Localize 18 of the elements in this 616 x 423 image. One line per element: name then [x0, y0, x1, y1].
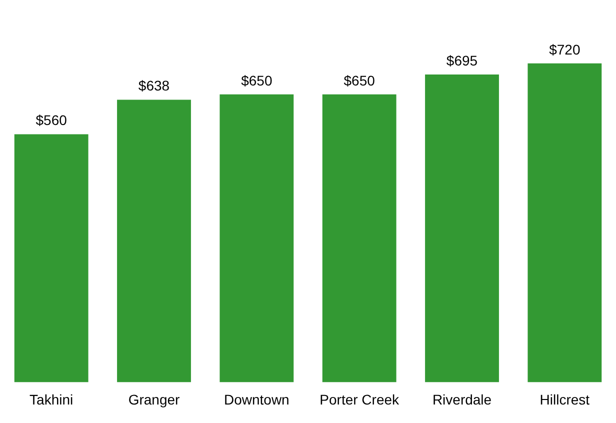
x-tick-label: Downtown [224, 391, 290, 408]
bar [322, 94, 396, 382]
x-tick-label: Porter Creek [320, 391, 400, 408]
x-tick-label: Riverdale [432, 391, 492, 408]
x-tick-label: Granger [128, 391, 180, 408]
data-label: $638 [138, 78, 170, 94]
bar [117, 100, 191, 382]
data-label: $695 [446, 52, 478, 68]
x-tick-label: Takhini [30, 391, 74, 408]
bar [14, 134, 88, 382]
data-label: $650 [344, 72, 376, 88]
data-label: $560 [36, 112, 68, 128]
data-label: $650 [241, 72, 272, 88]
bar [425, 74, 499, 382]
x-tick-label: Hillcrest [540, 391, 590, 408]
data-label: $720 [549, 41, 580, 58]
bar [220, 94, 294, 382]
bar [528, 63, 602, 382]
